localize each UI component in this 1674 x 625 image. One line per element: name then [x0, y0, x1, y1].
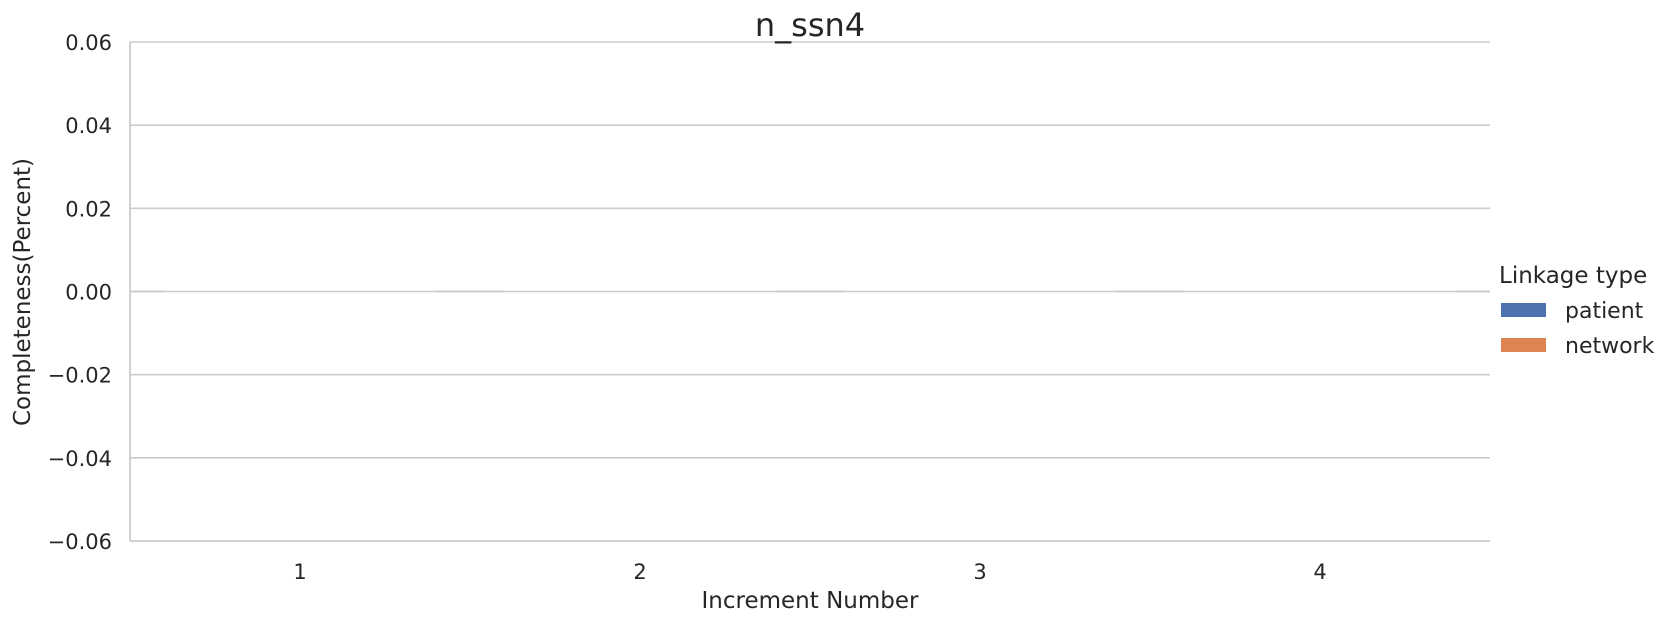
x-tick-label: 2	[633, 560, 646, 584]
y-tick-label: 0.04	[65, 114, 112, 138]
y-tick-label: 0.00	[65, 281, 112, 305]
x-tick-labels: 1 2 3 4	[293, 560, 1326, 584]
legend-item-patient: patient	[1501, 299, 1644, 324]
chart-title: n_ssn4	[755, 6, 865, 44]
legend-label-network: network	[1565, 334, 1655, 359]
legend-label-patient: patient	[1565, 299, 1644, 324]
x-axis-label: Increment Number	[702, 588, 920, 614]
y-tick-label: −0.02	[48, 364, 112, 388]
y-tick-label: −0.06	[48, 530, 112, 554]
legend-swatch-patient	[1501, 303, 1546, 317]
legend-title: Linkage type	[1499, 263, 1647, 289]
y-tick-label: −0.04	[48, 447, 112, 471]
y-axis-label: Completeness(Percent)	[10, 158, 36, 426]
x-tick-label: 4	[1313, 560, 1326, 584]
legend: Linkage type patient network	[1499, 263, 1655, 359]
x-tick-label: 1	[293, 560, 306, 584]
x-tick-label: 3	[973, 560, 986, 584]
y-tick-label: 0.02	[65, 197, 112, 221]
legend-swatch-network	[1501, 338, 1546, 352]
y-tick-label: 0.06	[65, 31, 112, 55]
y-tick-labels: −0.06 −0.04 −0.02 0.00 0.02 0.04 0.06	[48, 31, 112, 554]
gridlines	[130, 42, 1490, 458]
legend-item-network: network	[1501, 334, 1655, 359]
